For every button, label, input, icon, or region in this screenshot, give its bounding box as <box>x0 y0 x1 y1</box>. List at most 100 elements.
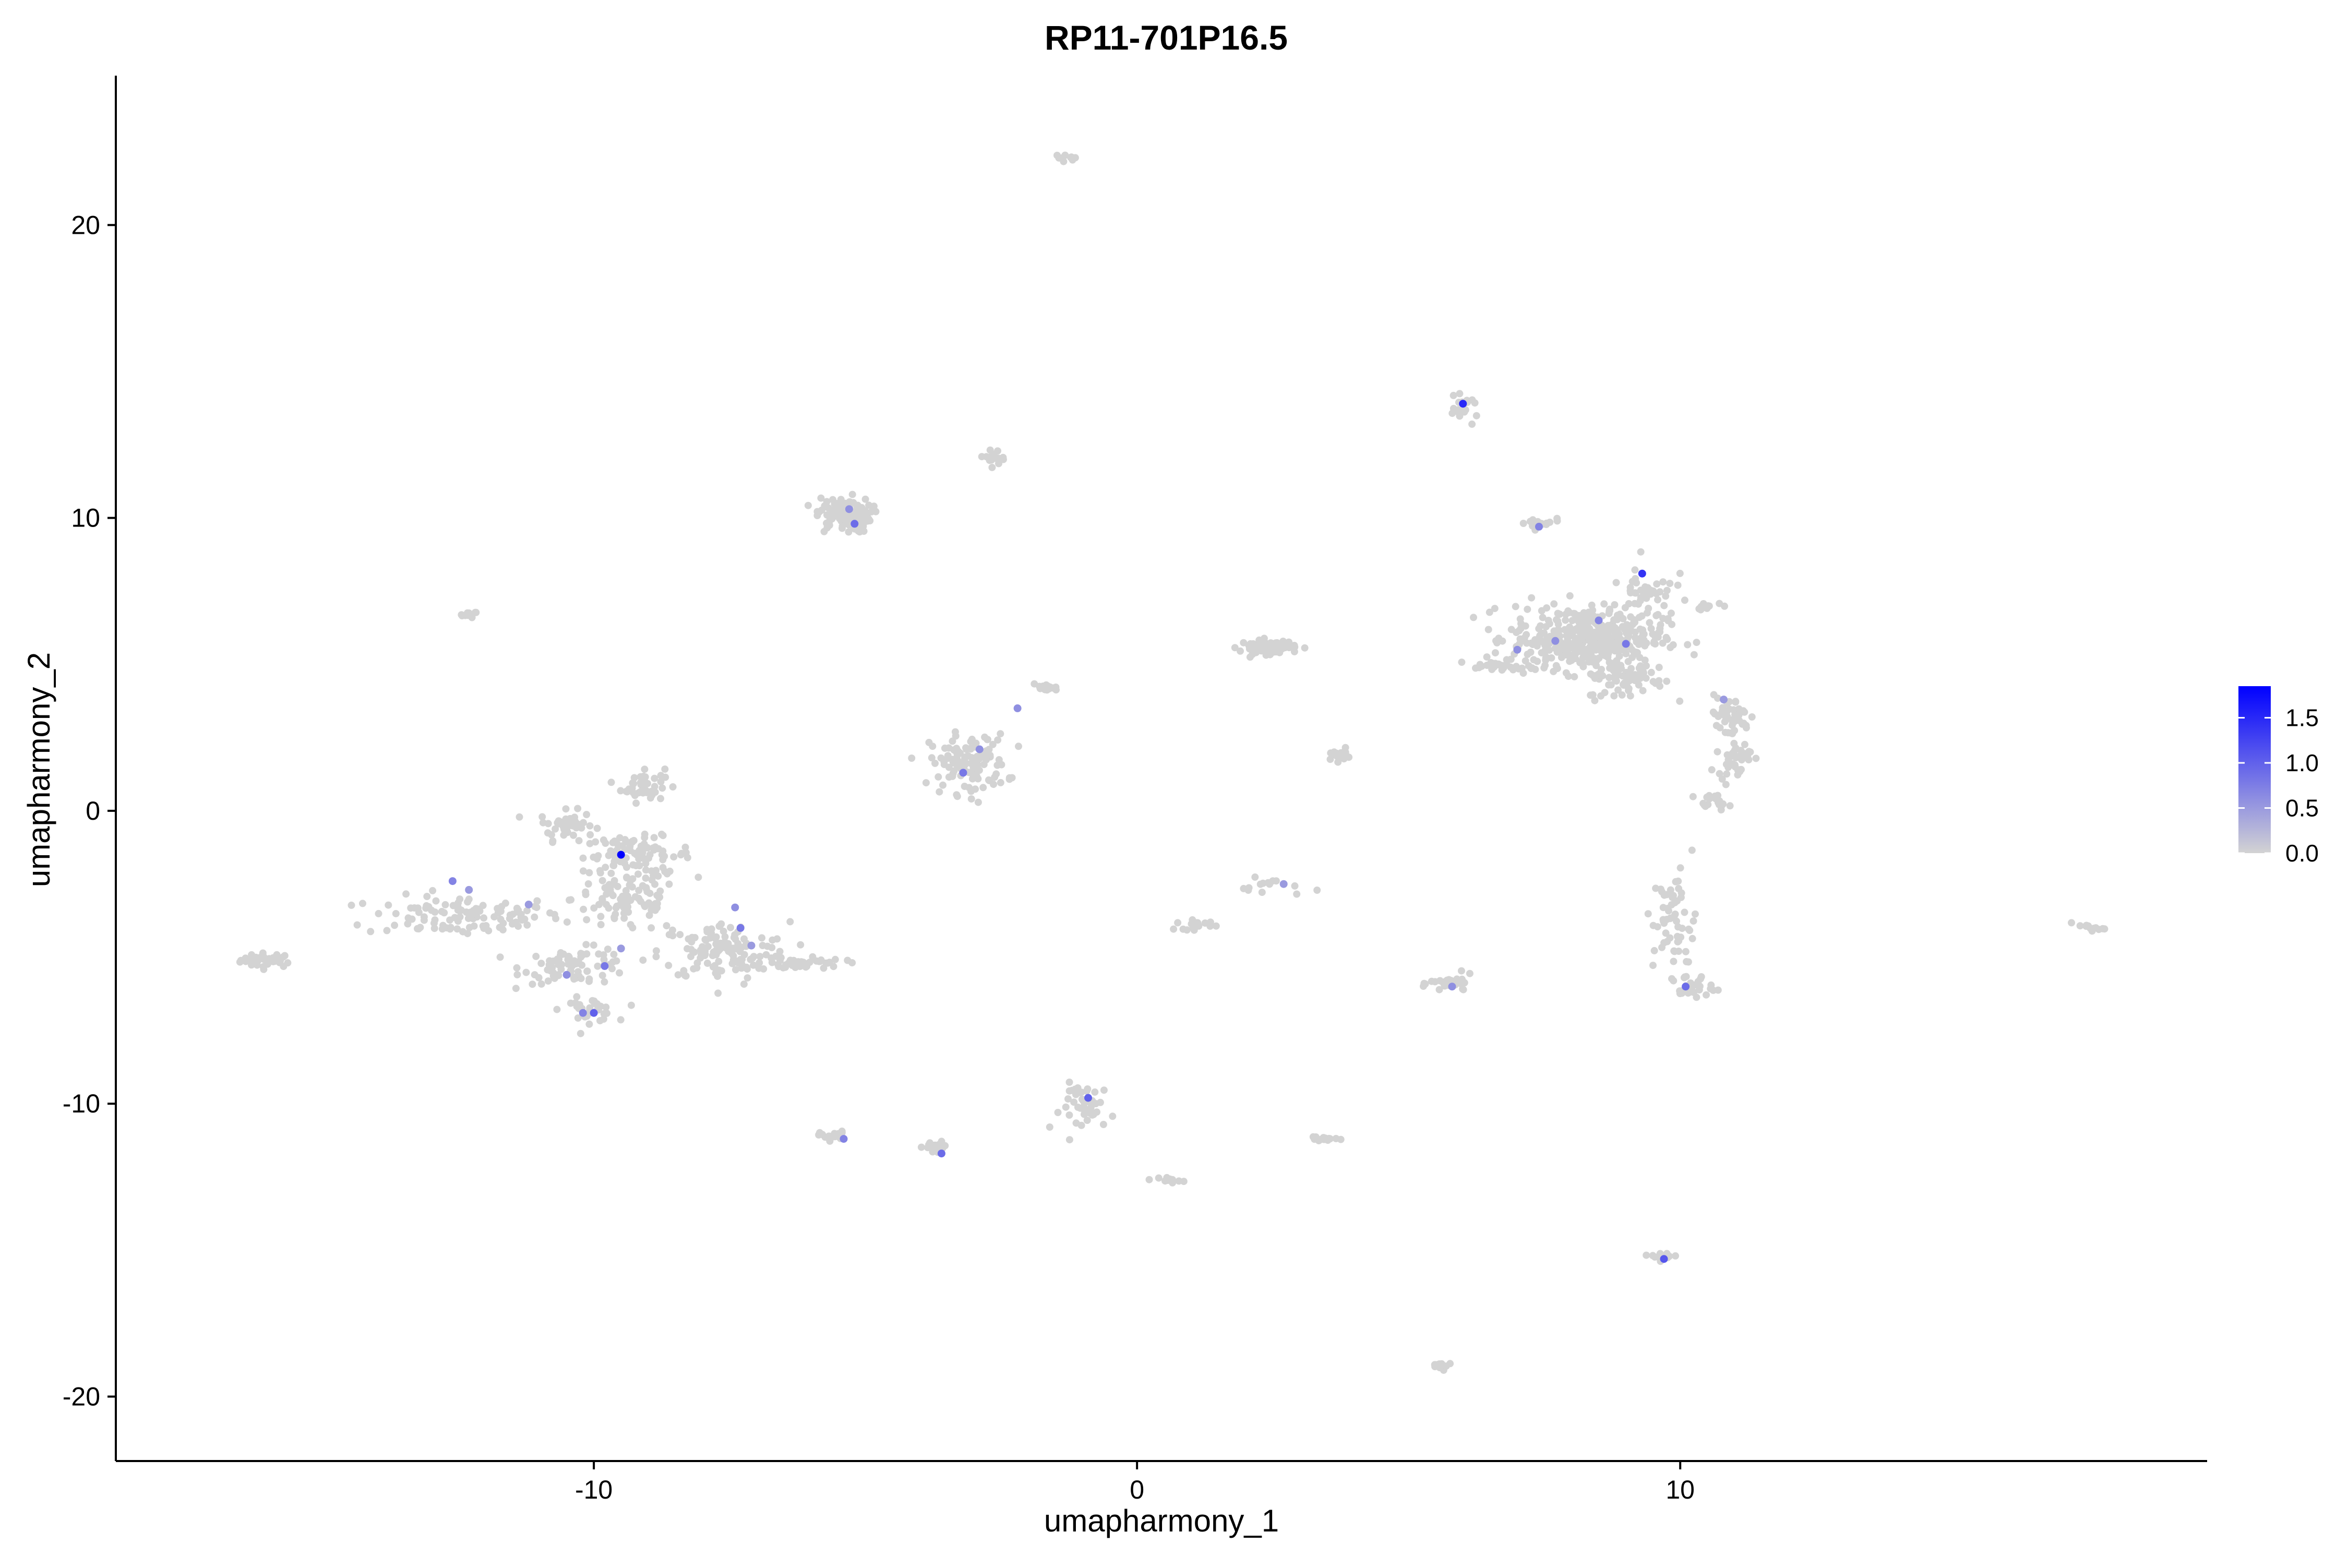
cell-point <box>1483 653 1491 661</box>
cell-point <box>1507 655 1515 663</box>
cell-point <box>490 913 498 921</box>
cell-point <box>1637 668 1644 676</box>
cell-point <box>1594 671 1601 679</box>
cell-point <box>1492 637 1500 645</box>
expressing-cell-point <box>617 944 625 953</box>
cell-point <box>1649 678 1657 686</box>
cell-point <box>1652 612 1660 619</box>
cell-point <box>1015 743 1022 750</box>
expressing-cell-point <box>1551 637 1560 645</box>
cell-point <box>1606 607 1614 615</box>
cell-point <box>1145 1176 1153 1183</box>
cell-point <box>636 862 643 869</box>
cell-point <box>1690 917 1697 925</box>
cell-point <box>391 921 399 929</box>
cell-point <box>1731 747 1739 755</box>
cell-point <box>936 788 943 796</box>
cell-point <box>1309 1133 1317 1141</box>
cell-point <box>1662 592 1670 600</box>
cell-point <box>549 839 557 846</box>
cell-point <box>1542 656 1550 664</box>
cell-point <box>461 612 469 619</box>
cell-point <box>572 999 579 1007</box>
cell-point <box>1655 677 1663 685</box>
cell-point <box>1563 643 1571 651</box>
cell-point <box>1530 656 1538 664</box>
expressing-cell-point <box>448 877 457 885</box>
cell-point <box>1726 802 1734 810</box>
cell-point <box>1539 614 1547 621</box>
cell-point <box>1672 1252 1679 1260</box>
cell-point <box>658 784 666 792</box>
cell-point <box>823 519 830 527</box>
cell-point <box>583 811 591 818</box>
cell-point <box>604 945 612 953</box>
cell-point <box>616 858 624 866</box>
cell-point <box>1564 636 1572 644</box>
cell-point <box>537 960 545 967</box>
color-bar <box>2238 686 2271 853</box>
cell-point <box>1663 586 1671 594</box>
cell-point <box>1644 910 1652 918</box>
cell-point <box>464 915 472 923</box>
cell-point <box>1608 643 1615 651</box>
cell-point <box>1719 800 1727 808</box>
cell-point <box>1681 908 1688 916</box>
cell-point <box>1096 1098 1104 1106</box>
cell-point <box>449 902 457 909</box>
color-legend: 0.0 0.5 1.0 1.5 <box>2238 686 2319 867</box>
cell-point <box>367 928 375 936</box>
cell-point <box>423 902 430 909</box>
cell-point <box>870 502 878 510</box>
cell-point <box>1655 664 1663 671</box>
cell-point <box>392 909 400 917</box>
cell-point <box>652 947 660 955</box>
cell-point <box>1341 750 1349 758</box>
cell-point <box>1170 925 1178 933</box>
cell-point <box>420 916 428 924</box>
cell-point <box>1062 1103 1070 1111</box>
cell-point <box>1448 410 1456 417</box>
cell-point <box>404 920 412 928</box>
cell-point <box>681 843 689 851</box>
cell-point <box>699 943 706 951</box>
legend-tick-label: 1.5 <box>2285 704 2319 732</box>
cell-point <box>1668 975 1675 983</box>
cell-point <box>2068 919 2075 927</box>
y-tick-label: -20 <box>63 1382 100 1411</box>
cell-point <box>1045 685 1053 693</box>
cell-point <box>982 756 990 764</box>
cell-point <box>1671 948 1679 955</box>
cell-point <box>2092 924 2100 932</box>
cell-point <box>639 956 647 964</box>
cell-point <box>776 948 784 955</box>
cell-point <box>544 829 552 837</box>
cell-point <box>1554 617 1561 625</box>
cell-point <box>786 918 794 926</box>
cell-point <box>1636 662 1644 670</box>
cell-point <box>1656 625 1664 632</box>
cell-point <box>1564 607 1572 615</box>
cell-point <box>583 950 591 958</box>
cell-point <box>988 463 996 471</box>
cell-point <box>574 805 582 812</box>
cell-point <box>1729 729 1736 737</box>
cell-point <box>1618 691 1626 699</box>
cell-point <box>1659 578 1667 586</box>
cell-point <box>411 904 418 912</box>
expressing-cell-point <box>736 924 745 932</box>
cell-point <box>712 947 720 954</box>
cell-point <box>1524 605 1531 613</box>
cell-point <box>803 962 811 970</box>
cell-point <box>922 779 930 787</box>
cell-point <box>464 930 472 938</box>
cell-point <box>580 905 588 913</box>
cell-point <box>823 511 831 519</box>
cell-point <box>1678 925 1686 932</box>
cell-point <box>617 787 625 795</box>
cell-point <box>995 756 1003 763</box>
cell-point <box>693 959 701 967</box>
cell-point <box>817 494 825 502</box>
cell-point <box>582 888 590 896</box>
cell-point <box>670 853 678 861</box>
